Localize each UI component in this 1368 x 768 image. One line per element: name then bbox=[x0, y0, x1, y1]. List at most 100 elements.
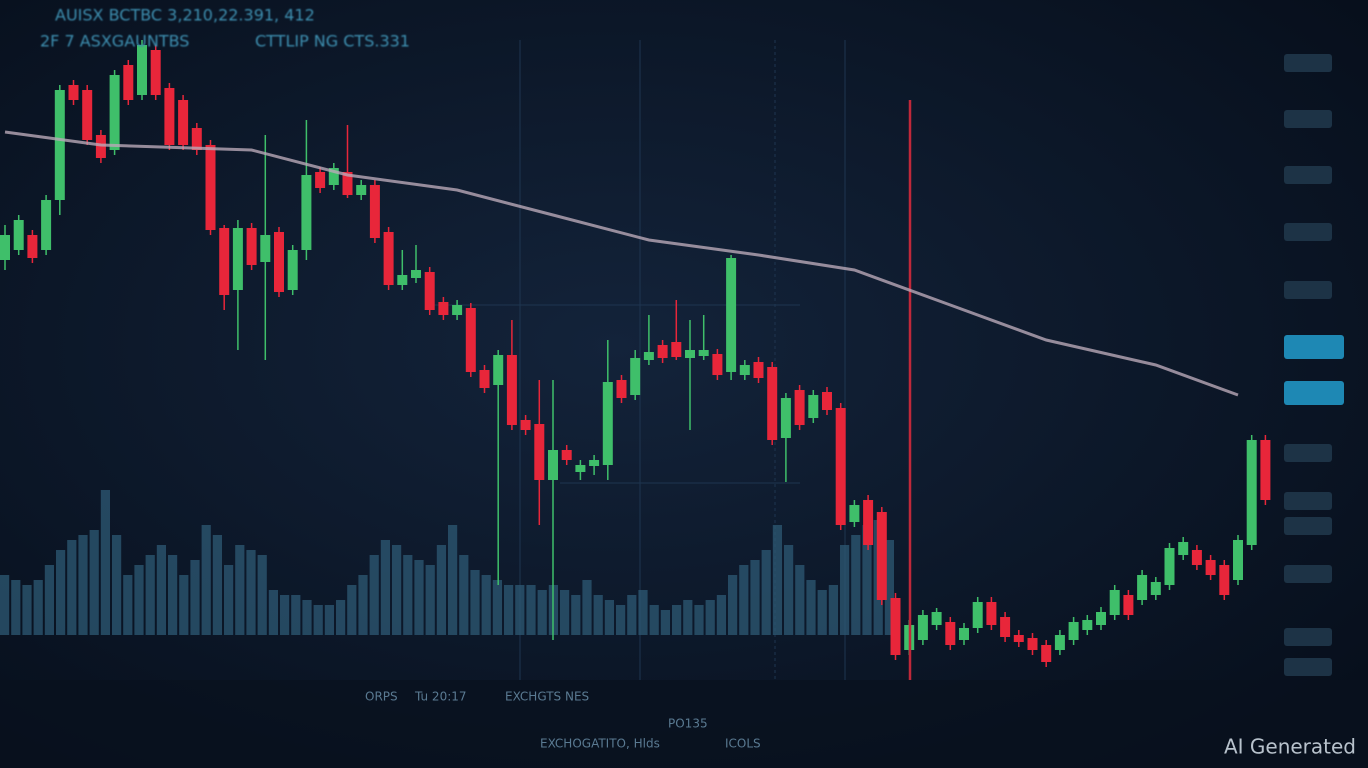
candle-body bbox=[424, 272, 435, 310]
candle-body bbox=[178, 100, 189, 145]
candle-body bbox=[1123, 595, 1134, 615]
price-scale bbox=[1284, 54, 1344, 676]
volume-bar bbox=[313, 605, 323, 635]
candle-body bbox=[1219, 565, 1230, 595]
footer-text: ICOLS bbox=[725, 737, 761, 751]
volume-bar bbox=[828, 585, 838, 635]
volume-bar bbox=[246, 550, 256, 635]
candle-body bbox=[835, 408, 846, 525]
candle-body bbox=[972, 602, 983, 628]
candle-body bbox=[1260, 440, 1271, 500]
candle-body bbox=[1178, 542, 1189, 555]
candle-body bbox=[575, 465, 586, 472]
volume-bar bbox=[145, 555, 155, 635]
candle-body bbox=[767, 367, 778, 440]
candle-body bbox=[1000, 617, 1011, 637]
candle-body bbox=[1205, 560, 1216, 575]
header-text: 2F 7 ASXGAUNTBS bbox=[40, 32, 189, 51]
candle-body bbox=[383, 232, 394, 285]
candle-body bbox=[465, 308, 476, 372]
volume-bar bbox=[380, 540, 390, 635]
candle-body bbox=[191, 128, 202, 150]
candle-body bbox=[1027, 638, 1038, 650]
volume-bar bbox=[470, 570, 480, 635]
candle-body bbox=[479, 370, 490, 388]
volume-bar bbox=[660, 610, 670, 635]
candle-body bbox=[315, 172, 326, 188]
candle-body bbox=[1013, 635, 1024, 642]
volume-bar bbox=[750, 560, 760, 635]
volume-bar bbox=[582, 580, 592, 635]
candle-body bbox=[1054, 635, 1065, 650]
volume-bar bbox=[851, 535, 861, 635]
volume-bar bbox=[817, 590, 827, 635]
candle-body bbox=[794, 390, 805, 425]
candle-body bbox=[137, 45, 147, 95]
volume-bar bbox=[347, 585, 357, 635]
candle-body bbox=[260, 235, 271, 262]
candle-body bbox=[27, 235, 38, 258]
candle-body bbox=[630, 358, 641, 395]
candle-body bbox=[931, 612, 942, 625]
volume-bar bbox=[672, 605, 682, 635]
volume-bar bbox=[784, 545, 794, 635]
candle-body bbox=[548, 450, 558, 480]
candle-body bbox=[452, 305, 463, 315]
volume-bar bbox=[291, 595, 301, 635]
candle-body bbox=[849, 505, 860, 522]
volume-bar bbox=[492, 580, 502, 635]
candle-body bbox=[616, 380, 627, 398]
candle-body bbox=[917, 615, 928, 640]
volume-bar bbox=[459, 555, 469, 635]
candle-body bbox=[232, 228, 243, 290]
candle-body bbox=[1109, 590, 1120, 615]
volume-bar bbox=[526, 585, 536, 635]
candle-body bbox=[328, 168, 339, 185]
candle-body bbox=[561, 450, 572, 460]
volume-bar bbox=[224, 565, 234, 635]
volume-bar bbox=[336, 600, 346, 635]
volume-bar bbox=[134, 565, 144, 635]
candle-body bbox=[356, 185, 367, 195]
volume-bar bbox=[190, 560, 200, 635]
volume-bar bbox=[168, 555, 178, 635]
candle-body bbox=[123, 65, 134, 100]
volume-bar bbox=[571, 595, 581, 635]
volume-bar bbox=[392, 545, 402, 635]
candle-body bbox=[1096, 612, 1106, 625]
candle-body bbox=[0, 235, 10, 260]
volume-bar bbox=[302, 600, 312, 635]
volume-bar bbox=[694, 605, 704, 635]
candle-body bbox=[1137, 575, 1148, 600]
moving-average bbox=[4, 130, 1239, 397]
volume-bar bbox=[89, 530, 99, 635]
volume-bar bbox=[280, 595, 290, 635]
volume-bar bbox=[201, 525, 211, 635]
candle-body bbox=[890, 598, 901, 655]
volume-bar bbox=[324, 605, 334, 635]
header-text: CTTLIP NG CTS.331 bbox=[255, 32, 410, 51]
candle-body bbox=[712, 354, 723, 375]
volume-bar bbox=[604, 600, 614, 635]
volume-bar bbox=[358, 575, 368, 635]
volume-bar bbox=[515, 585, 525, 635]
candle-body bbox=[41, 200, 52, 250]
candle-body bbox=[1164, 548, 1175, 585]
volume-bar bbox=[560, 590, 570, 635]
volume-bar bbox=[795, 565, 805, 635]
volume-bar bbox=[44, 565, 54, 635]
candle-body bbox=[534, 424, 545, 480]
header-text: AUISX BCTBC 3,210,22.391, 412 bbox=[55, 6, 315, 25]
volume-bar bbox=[728, 575, 738, 635]
watermark: AI Generated bbox=[1224, 735, 1356, 759]
candle-body bbox=[219, 228, 230, 295]
footer-text: PO135 bbox=[668, 717, 708, 731]
candle-body bbox=[1041, 645, 1052, 662]
volume-bar bbox=[425, 565, 435, 635]
volume-bar bbox=[414, 560, 424, 635]
candle-body bbox=[150, 50, 161, 95]
volume-bar bbox=[22, 585, 32, 635]
candle-body bbox=[602, 382, 613, 465]
candle-body bbox=[822, 392, 832, 410]
